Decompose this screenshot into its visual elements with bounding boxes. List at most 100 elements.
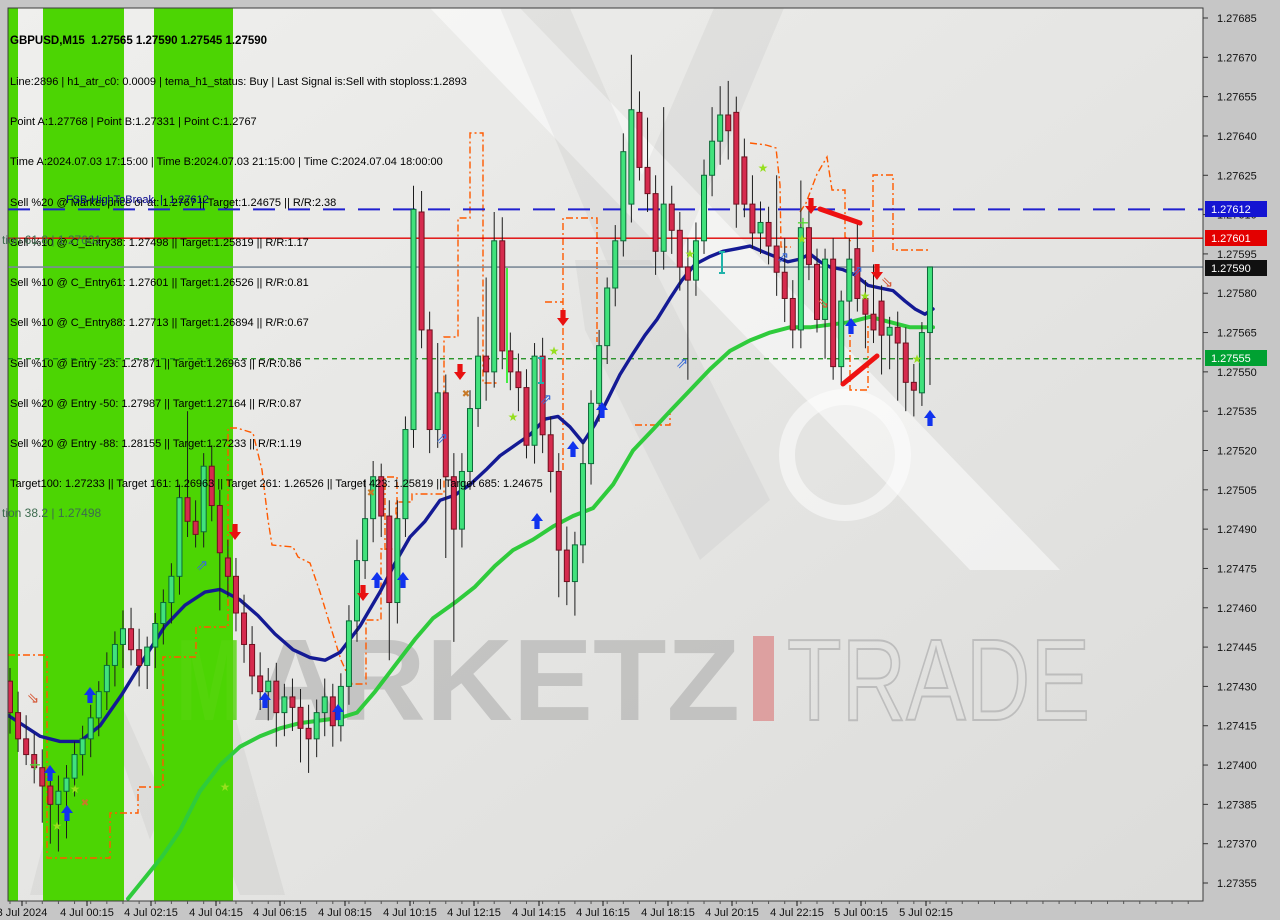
hollow-up-arrow-icon: ⇗ xyxy=(676,354,689,372)
buy-arrow-icon xyxy=(332,704,344,720)
candle-bearish xyxy=(378,476,385,517)
background-logo-shape xyxy=(500,8,784,265)
candle-bearish xyxy=(386,515,393,604)
candle-bearish xyxy=(741,156,748,205)
info-line-entry88: Sell %10 @ C_Entry88: 1.27713 || Target:… xyxy=(10,317,309,330)
candle-bearish xyxy=(289,696,296,708)
candle-bullish xyxy=(79,738,86,756)
trailing-stop-line xyxy=(849,325,869,391)
candle-bullish xyxy=(402,429,409,520)
info-line-entry-23: Sell %10 @ Entry -23: 1.27871 || Target:… xyxy=(10,357,302,370)
plot-border xyxy=(7,7,1204,902)
candle-bearish xyxy=(814,263,820,320)
candle-bullish xyxy=(160,602,167,624)
candle-bearish xyxy=(515,371,522,389)
session-band xyxy=(154,8,233,901)
price-tick-label: 1.27445 xyxy=(1217,642,1257,654)
entry-plus-icon: + xyxy=(796,213,809,232)
candle-bearish xyxy=(232,575,239,614)
buy-arrow-icon xyxy=(530,513,543,529)
candle-bearish xyxy=(47,785,54,805)
candle-bearish xyxy=(636,111,643,168)
fsb-high-to-break-label[interactable]: FSB-HighToBreak | 1.27612 xyxy=(66,194,209,206)
candle-bearish xyxy=(523,387,530,446)
time-axis[interactable]: 3 Jul 2024 4 Jul 00:15 4 Jul 02:15 4 Jul 04… xyxy=(0,901,1189,919)
candle-bullish xyxy=(144,646,151,666)
price-badge-label: 1.27590 xyxy=(1211,263,1251,275)
candle-bullish xyxy=(370,476,377,520)
candle-bearish xyxy=(789,297,796,331)
trailing-stop-line xyxy=(8,132,497,859)
fractal-star-icon: ★ xyxy=(685,247,696,261)
candle-bullish xyxy=(103,664,110,693)
price-badge xyxy=(1205,350,1267,366)
candle-bullish xyxy=(926,266,933,334)
candle-bullish xyxy=(119,628,126,645)
price-tick-label: 1.27640 xyxy=(1217,131,1257,143)
candle-bullish xyxy=(434,392,441,431)
fractal-star-icon: ★ xyxy=(797,232,808,246)
price-badge xyxy=(1205,201,1267,217)
sell-arrow-icon xyxy=(229,524,241,540)
candle-bullish xyxy=(579,463,586,546)
candle-bearish xyxy=(773,245,780,273)
buy-arrow-icon xyxy=(923,410,936,426)
time-tick-label: 4 Jul 08:15 xyxy=(318,907,372,919)
price-badge xyxy=(1205,260,1267,276)
retracement-61-label: tion 61.8 | 1.27601 xyxy=(2,233,102,247)
candle-bullish xyxy=(838,300,845,368)
candle-bearish xyxy=(241,612,248,645)
candle-bearish xyxy=(830,258,837,368)
trailing-stop-line xyxy=(562,217,598,470)
candle-bearish xyxy=(499,240,506,352)
candle-bullish xyxy=(918,332,925,394)
time-tick-label: 5 Jul 00:15 xyxy=(834,907,888,919)
candle-bearish xyxy=(652,193,659,252)
time-tick-label: 4 Jul 22:15 xyxy=(770,907,824,919)
background-logo-ring xyxy=(779,389,911,521)
candle-bearish xyxy=(305,727,312,740)
candle-bullish xyxy=(612,240,619,289)
sell-arrow-icon xyxy=(357,585,369,601)
hollow-down-arrow-icon: ⇘ xyxy=(27,689,40,707)
fractal-star-icon: ★ xyxy=(758,161,769,175)
candle-bullish xyxy=(571,544,578,583)
candle-bullish xyxy=(281,696,288,714)
candle-bullish xyxy=(152,623,159,648)
candle-bearish xyxy=(870,313,877,331)
info-line-entry-50: Sell %20 @ Entry -50: 1.27987 || Target:… xyxy=(10,397,302,410)
retracement-38-label: tion 38.2 | 1.27498 xyxy=(2,506,102,520)
candles-layer xyxy=(8,54,933,852)
price-axis[interactable]: 1.27685 1.27670 1.27655 1.27640 1.27625 1.276… xyxy=(1203,13,1267,890)
info-line-targets: Target100: 1.27233 || Target 161: 1.2696… xyxy=(10,478,543,491)
candle-bearish xyxy=(902,342,909,383)
info-line-times: Time A:2024.07.03 17:15:00 | Time B:2024… xyxy=(10,156,443,169)
candle-bearish xyxy=(725,114,732,132)
candle-bullish xyxy=(71,754,78,779)
info-line-entry61: Sell %10 @ C_Entry61: 1.27601 || Target:… xyxy=(10,277,309,290)
candle-bearish xyxy=(257,675,264,693)
candle-bearish xyxy=(878,300,885,336)
hollow-up-arrow-icon: ⇗ xyxy=(777,248,790,266)
close-signal-x-icon: ✖ xyxy=(367,488,375,499)
candle-bearish xyxy=(894,326,901,344)
price-badge-label: 1.27555 xyxy=(1211,353,1251,365)
price-tick-label: 1.27685 xyxy=(1217,13,1257,25)
candle-bearish xyxy=(249,643,256,677)
sell-arrow-icon xyxy=(454,364,466,380)
candle-bearish xyxy=(749,203,756,234)
sell-arrow-icon xyxy=(556,310,569,326)
buy-arrow-icon xyxy=(43,765,56,781)
candle-bullish xyxy=(200,465,207,533)
time-tick-label: 4 Jul 18:15 xyxy=(641,907,695,919)
plot-layer: M ARKETZ TRADE⇗⇗⇗⇗⇗⇗⇘⇘⇘✖✖✖★★ ★★★★★★★★++ xyxy=(8,8,1203,901)
fractal-star-icon: ★ xyxy=(912,352,923,366)
candle-bearish xyxy=(208,465,215,507)
candle-bullish xyxy=(628,109,635,205)
buy-arrow-icon xyxy=(61,805,73,821)
candle-bullish xyxy=(717,114,724,142)
price-tick-label: 1.27550 xyxy=(1217,367,1257,379)
price-tick-label: 1.27400 xyxy=(1217,760,1257,772)
candle-bearish xyxy=(136,649,143,666)
